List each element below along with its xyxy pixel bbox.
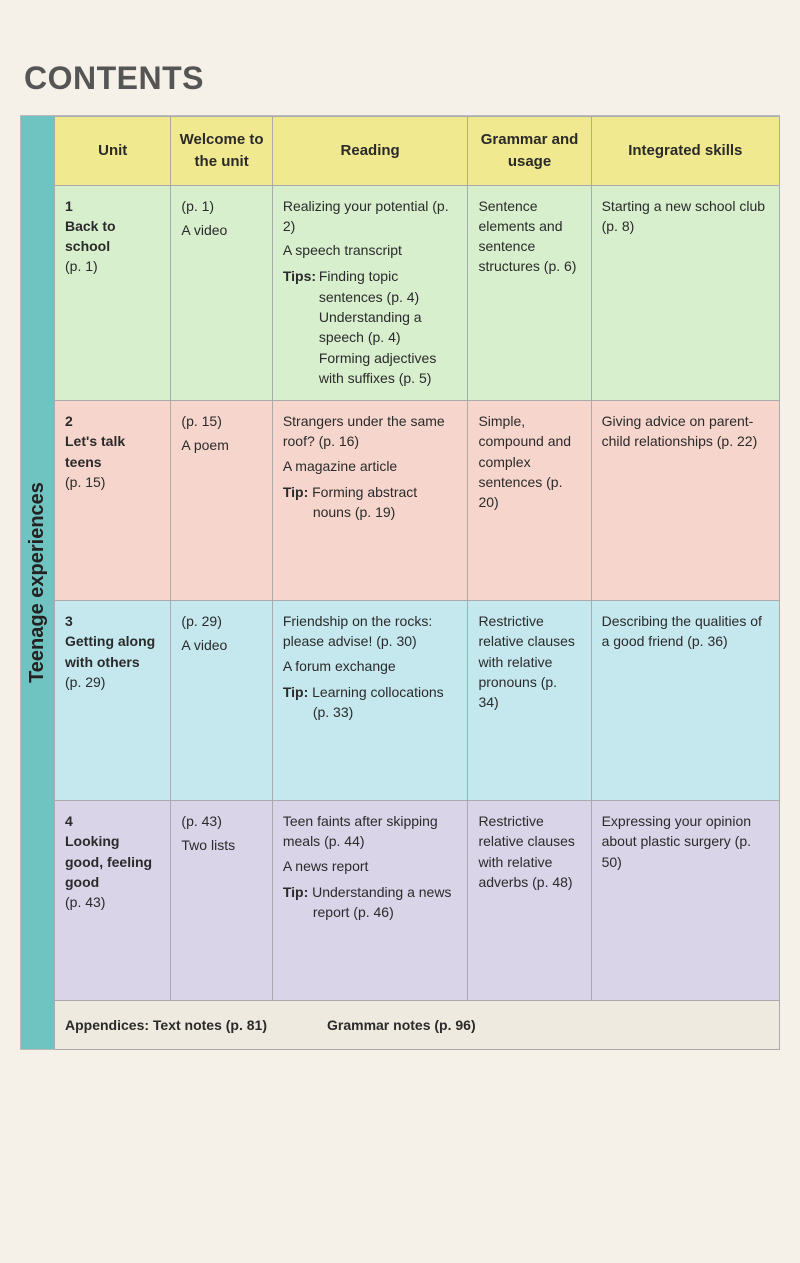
- unit-page: (p. 1): [65, 256, 160, 276]
- unit-page: (p. 43): [65, 892, 160, 912]
- tip-text: Learning collocations (p. 33): [312, 684, 444, 720]
- section-side-label-text: Teenage experiences: [26, 482, 49, 683]
- unit-number: 4: [65, 811, 160, 831]
- col-header-reading: Reading: [272, 117, 468, 186]
- tip-text: Finding topic sentences (p. 4): [319, 268, 419, 304]
- reading-sub: A magazine article: [283, 456, 458, 476]
- welcome-item: A video: [181, 220, 261, 240]
- page-title: CONTENTS: [24, 60, 780, 97]
- unit-cell: 1 Back to school (p. 1): [55, 185, 171, 401]
- col-header-grammar: Grammar and usage: [468, 117, 591, 186]
- unit-number: 1: [65, 196, 160, 216]
- unit-title: Back to school: [65, 216, 160, 257]
- welcome-item: A poem: [181, 435, 261, 455]
- col-header-welcome: Welcome to the unit: [171, 117, 272, 186]
- reading-sub: A news report: [283, 856, 458, 876]
- unit-title: Looking good, feeling good: [65, 831, 160, 892]
- integrated-cell: Expressing your opinion about plastic su…: [591, 801, 779, 1001]
- unit-row-3: 3 Getting along with others (p. 29) (p. …: [55, 601, 780, 801]
- tip-text: Forming adjectives with suffixes (p. 5): [319, 350, 437, 386]
- integrated-cell: Starting a new school club (p. 8): [591, 185, 779, 401]
- tip-text: Forming abstract nouns (p. 19): [312, 484, 417, 520]
- section-side-label: Teenage experiences: [21, 116, 55, 1050]
- grammar-cell: Sentence elements and sentence structure…: [468, 185, 591, 401]
- unit-number: 2: [65, 411, 160, 431]
- grammar-cell: Restrictive relative clauses with relati…: [468, 801, 591, 1001]
- col-header-integrated: Integrated skills: [591, 117, 779, 186]
- welcome-page: (p. 43): [181, 811, 261, 831]
- reading-cell: Teen faints after skipping meals (p. 44)…: [272, 801, 468, 1001]
- unit-row-2: 2 Let's talk teens (p. 15) (p. 15) A poe…: [55, 401, 780, 601]
- welcome-cell: (p. 15) A poem: [171, 401, 272, 601]
- integrated-cell: Describing the qualities of a good frien…: [591, 601, 779, 801]
- welcome-item: Two lists: [181, 835, 261, 855]
- grammar-cell: Restrictive relative clauses with relati…: [468, 601, 591, 801]
- unit-title: Getting along with others: [65, 631, 160, 672]
- footer-cell: Appendices: Text notes (p. 81) Grammar n…: [55, 1001, 780, 1050]
- unit-number: 3: [65, 611, 160, 631]
- tip-block: Tip: Understanding a news report (p. 46): [283, 882, 458, 923]
- unit-row-4: 4 Looking good, feeling good (p. 43) (p.…: [55, 801, 780, 1001]
- grammar-cell: Simple, compound and complex sentences (…: [468, 401, 591, 601]
- welcome-cell: (p. 43) Two lists: [171, 801, 272, 1001]
- tip-block: Tip: Learning collocations (p. 33): [283, 682, 458, 723]
- tips-label: Tips:: [283, 266, 319, 286]
- tip-text: Understanding a speech (p. 4): [319, 309, 422, 345]
- welcome-cell: (p. 1) A video: [171, 185, 272, 401]
- tip-label: Tip:: [283, 684, 308, 700]
- unit-cell: 3 Getting along with others (p. 29): [55, 601, 171, 801]
- integrated-cell: Giving advice on parent-child relationsh…: [591, 401, 779, 601]
- unit-row-1: 1 Back to school (p. 1) (p. 1) A video R…: [55, 185, 780, 401]
- footer-row: Appendices: Text notes (p. 81) Grammar n…: [55, 1001, 780, 1050]
- reading-main: Teen faints after skipping meals (p. 44): [283, 811, 458, 852]
- contents-wrapper: Teenage experiences Unit Welcome to the …: [20, 115, 780, 1050]
- grammar-notes-text: Grammar notes (p. 96): [327, 1015, 476, 1035]
- unit-page: (p. 15): [65, 472, 160, 492]
- tip-label: Tip:: [283, 484, 308, 500]
- reading-main: Realizing your potential (p. 2): [283, 196, 458, 237]
- reading-cell: Realizing your potential (p. 2) A speech…: [272, 185, 468, 401]
- welcome-item: A video: [181, 635, 261, 655]
- unit-cell: 2 Let's talk teens (p. 15): [55, 401, 171, 601]
- header-row: Unit Welcome to the unit Reading Grammar…: [55, 117, 780, 186]
- reading-cell: Friendship on the rocks: please advise! …: [272, 601, 468, 801]
- appendices-text: Appendices: Text notes (p. 81): [65, 1015, 267, 1035]
- reading-main: Friendship on the rocks: please advise! …: [283, 611, 458, 652]
- unit-title: Let's talk teens: [65, 431, 160, 472]
- tip-text: Understanding a news report (p. 46): [312, 884, 451, 920]
- tip-block: Tip: Forming abstract nouns (p. 19): [283, 482, 458, 523]
- reading-main: Strangers under the same roof? (p. 16): [283, 411, 458, 452]
- reading-sub: A speech transcript: [283, 240, 458, 260]
- reading-cell: Strangers under the same roof? (p. 16) A…: [272, 401, 468, 601]
- welcome-cell: (p. 29) A video: [171, 601, 272, 801]
- unit-page: (p. 29): [65, 672, 160, 692]
- col-header-unit: Unit: [55, 117, 171, 186]
- tips-block: Tips:Finding topic sentences (p. 4) Unde…: [283, 266, 458, 388]
- unit-cell: 4 Looking good, feeling good (p. 43): [55, 801, 171, 1001]
- contents-table: Unit Welcome to the unit Reading Grammar…: [55, 116, 780, 1050]
- welcome-page: (p. 1): [181, 196, 261, 216]
- tip-label: Tip:: [283, 884, 308, 900]
- welcome-page: (p. 15): [181, 411, 261, 431]
- reading-sub: A forum exchange: [283, 656, 458, 676]
- welcome-page: (p. 29): [181, 611, 261, 631]
